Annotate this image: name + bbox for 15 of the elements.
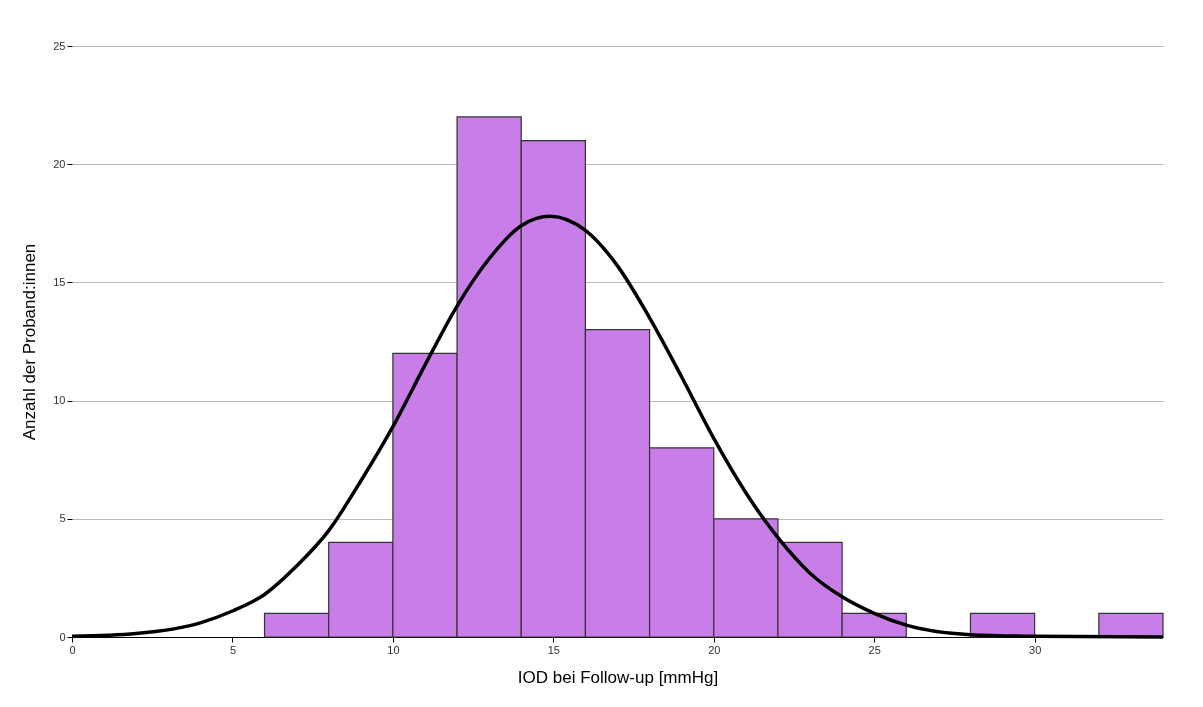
x-tick-label: 0 <box>69 643 76 656</box>
x-tick-label: 20 <box>708 643 721 656</box>
x-tick-label: 5 <box>229 643 236 656</box>
y-tick-label: 25 <box>53 39 66 52</box>
y-tick-label: 10 <box>53 394 66 407</box>
y-tick-label: 0 <box>59 630 66 643</box>
x-tick-label: 10 <box>387 643 400 656</box>
x-axis-title: IOD bei Follow-up [mmHg] <box>517 667 719 687</box>
x-tick-label: 30 <box>1029 643 1042 656</box>
y-axis-title: Anzahl der Proband:innen <box>20 243 40 441</box>
x-tick-label: 15 <box>547 643 560 656</box>
y-tick-label: 15 <box>53 275 66 288</box>
y-tick-label: 5 <box>59 512 66 525</box>
x-tick-label: 25 <box>868 643 881 656</box>
y-tick-label: 20 <box>53 157 66 170</box>
